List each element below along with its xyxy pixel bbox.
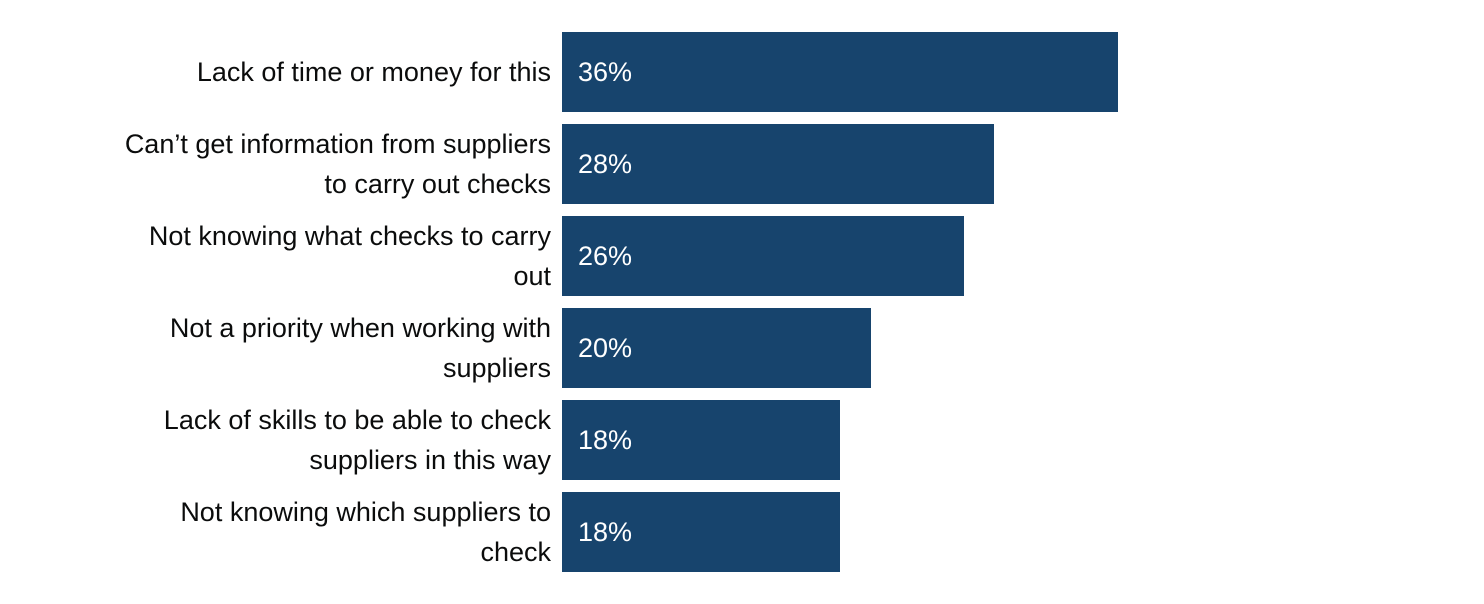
value-label-5: 18% [578,425,632,455]
bar-4 [562,308,871,388]
bar-5 [562,400,840,480]
value-label-3: 26% [578,241,632,271]
category-label-5: Lack of skills to be able to check suppli… [164,405,552,475]
bars-group [562,32,1118,572]
category-label-line: Not a priority when working with [170,313,551,343]
category-label-3: Not knowing what checks to carry out [149,221,552,291]
value-label-2: 28% [578,149,632,179]
bar-3 [562,216,964,296]
bar-2 [562,124,994,204]
category-label-line: Can’t get information from suppliers [125,129,551,159]
category-label-6: Not knowing which suppliers to check [180,497,551,567]
category-label-1: Lack of time or money for this [197,57,551,87]
category-label-4: Not a priority when working with supplier… [170,313,551,383]
category-label-2: Can’t get information from suppliers to c… [125,129,551,199]
bar-6 [562,492,840,572]
bar-1 [562,32,1118,112]
value-labels-group: 36% 28% 26% 20% 18% 18% [578,57,632,547]
category-label-line: Lack of skills to be able to check [164,405,552,435]
category-label-line: out [513,261,551,291]
category-label-line: suppliers [443,353,551,383]
value-label-6: 18% [578,517,632,547]
category-label-line: Not knowing which suppliers to [180,497,551,527]
category-labels-group: Lack of time or money for this Can’t get … [125,57,552,567]
category-label-line: check [480,537,551,567]
category-label-line: to carry out checks [324,169,551,199]
category-label-line: Not knowing what checks to carry [149,221,552,251]
value-label-1: 36% [578,57,632,87]
category-label-line: Lack of time or money for this [197,57,551,87]
category-label-line: suppliers in this way [309,445,551,475]
value-label-4: 20% [578,333,632,363]
